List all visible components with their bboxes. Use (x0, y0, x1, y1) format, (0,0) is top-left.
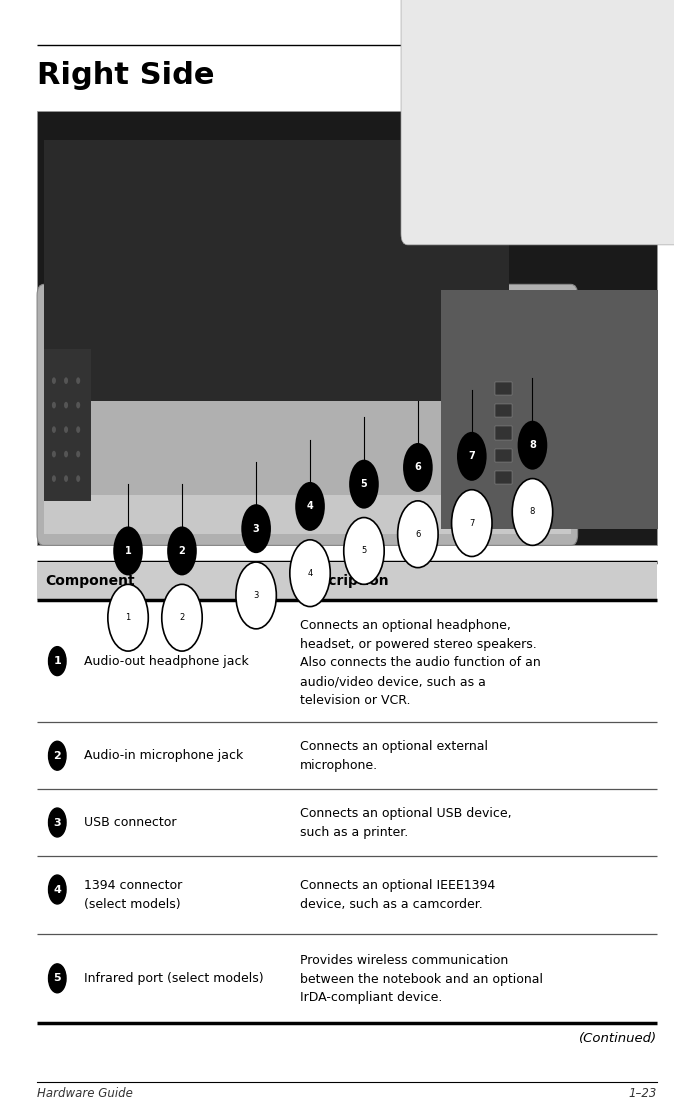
FancyBboxPatch shape (401, 0, 674, 245)
Text: 1394 connector: 1394 connector (84, 878, 183, 892)
Circle shape (349, 460, 379, 509)
Text: such as a printer.: such as a printer. (300, 826, 408, 839)
Text: 4: 4 (307, 502, 313, 511)
Text: 6: 6 (415, 530, 421, 539)
FancyBboxPatch shape (44, 140, 509, 401)
Text: 5: 5 (53, 974, 61, 983)
Text: 1–23: 1–23 (629, 1087, 657, 1101)
Circle shape (167, 526, 197, 575)
Circle shape (113, 526, 143, 575)
Circle shape (344, 518, 384, 584)
Circle shape (64, 475, 68, 482)
Circle shape (290, 540, 330, 607)
Circle shape (64, 377, 68, 384)
Text: 2: 2 (179, 546, 185, 555)
Circle shape (76, 451, 80, 457)
Text: (select models): (select models) (84, 898, 181, 912)
FancyBboxPatch shape (37, 111, 657, 545)
Text: microphone.: microphone. (300, 759, 378, 772)
Text: IrDA-compliant device.: IrDA-compliant device. (300, 992, 442, 1004)
Circle shape (76, 402, 80, 408)
Text: Connects an optional headphone,: Connects an optional headphone, (300, 619, 511, 632)
Circle shape (76, 426, 80, 433)
Text: 4: 4 (307, 569, 313, 578)
Circle shape (108, 584, 148, 651)
Text: 8: 8 (529, 441, 536, 450)
Text: device, such as a camcorder.: device, such as a camcorder. (300, 898, 483, 912)
Text: 5: 5 (361, 546, 367, 555)
Text: 1: 1 (125, 613, 131, 622)
Circle shape (512, 479, 553, 545)
Circle shape (64, 426, 68, 433)
FancyBboxPatch shape (495, 382, 512, 395)
Text: 6: 6 (415, 463, 421, 472)
Circle shape (52, 451, 56, 457)
FancyBboxPatch shape (495, 404, 512, 417)
FancyBboxPatch shape (495, 449, 512, 462)
Text: Audio-in microphone jack: Audio-in microphone jack (84, 749, 243, 762)
Text: (Continued): (Continued) (579, 1032, 657, 1045)
Circle shape (64, 451, 68, 457)
Circle shape (76, 377, 80, 384)
Circle shape (76, 475, 80, 482)
FancyBboxPatch shape (44, 495, 571, 534)
Text: Connects an optional external: Connects an optional external (300, 740, 488, 754)
Text: Right Side: Right Side (37, 61, 214, 90)
Circle shape (49, 808, 66, 837)
Circle shape (236, 562, 276, 629)
Circle shape (52, 475, 56, 482)
Circle shape (49, 875, 66, 904)
Circle shape (518, 421, 547, 470)
Text: Hardware Guide: Hardware Guide (37, 1087, 133, 1101)
Text: headset, or powered stereo speakers.: headset, or powered stereo speakers. (300, 638, 537, 651)
Circle shape (52, 426, 56, 433)
Circle shape (457, 432, 487, 481)
Text: 7: 7 (468, 452, 475, 461)
Circle shape (49, 741, 66, 770)
FancyBboxPatch shape (441, 289, 658, 529)
Text: Audio-out headphone jack: Audio-out headphone jack (84, 654, 249, 668)
Text: 4: 4 (53, 885, 61, 895)
Text: 1: 1 (125, 546, 131, 555)
FancyBboxPatch shape (37, 284, 578, 545)
Text: 2: 2 (53, 751, 61, 760)
Text: USB connector: USB connector (84, 816, 177, 829)
FancyBboxPatch shape (37, 562, 657, 600)
Text: Provides wireless communication: Provides wireless communication (300, 954, 508, 967)
FancyBboxPatch shape (495, 471, 512, 484)
Circle shape (403, 443, 433, 492)
Text: 7: 7 (469, 519, 474, 528)
Circle shape (49, 964, 66, 993)
Circle shape (295, 482, 325, 531)
Text: Connects an optional IEEE1394: Connects an optional IEEE1394 (300, 879, 495, 893)
FancyBboxPatch shape (44, 349, 91, 501)
Text: Infrared port (select models): Infrared port (select models) (84, 972, 264, 985)
Text: Connects an optional USB device,: Connects an optional USB device, (300, 807, 512, 820)
Circle shape (398, 501, 438, 568)
Circle shape (64, 402, 68, 408)
Text: Also connects the audio function of an: Also connects the audio function of an (300, 657, 541, 669)
Text: audio/video device, such as a: audio/video device, such as a (300, 676, 486, 688)
Text: 3: 3 (253, 591, 259, 600)
Text: Hardware Components: Hardware Components (505, 24, 657, 38)
Text: television or VCR.: television or VCR. (300, 693, 410, 707)
Circle shape (241, 504, 271, 553)
Circle shape (52, 377, 56, 384)
Text: 1: 1 (53, 657, 61, 666)
Text: 5: 5 (361, 480, 367, 489)
Text: 3: 3 (253, 524, 259, 533)
Text: 3: 3 (53, 818, 61, 827)
FancyBboxPatch shape (495, 426, 512, 440)
Text: Description: Description (300, 574, 390, 588)
Text: between the notebook and an optional: between the notebook and an optional (300, 973, 543, 986)
Circle shape (52, 402, 56, 408)
Circle shape (162, 584, 202, 651)
Text: Component: Component (45, 574, 135, 588)
Text: 2: 2 (179, 613, 185, 622)
Circle shape (49, 647, 66, 676)
Circle shape (452, 490, 492, 556)
Text: 8: 8 (530, 508, 535, 516)
